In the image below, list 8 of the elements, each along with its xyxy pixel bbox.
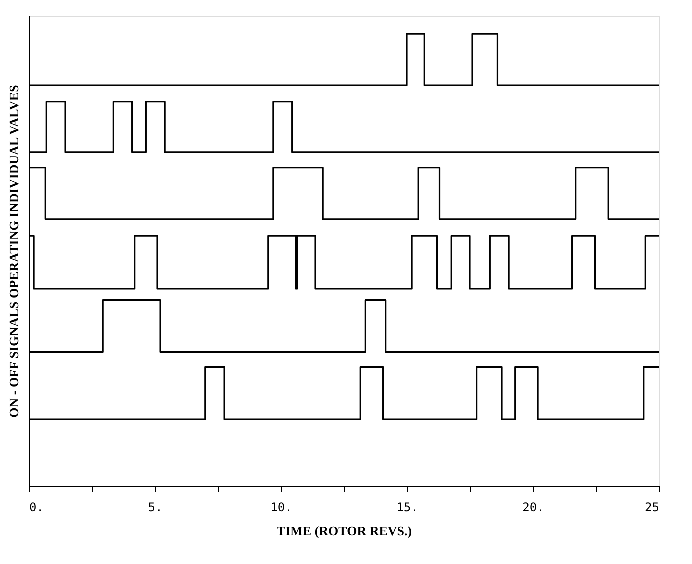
x-axis-title: TIME (ROTOR REVS.) [276,524,412,538]
x-tick-label: 10. [270,500,292,514]
x-tick-label: 5. [148,500,163,514]
x-tick-label: 15. [396,500,418,514]
x-tick-label: 25 [645,500,660,514]
x-tick-label: 20. [522,500,544,514]
x-tick-label: 0. [30,500,44,514]
y-axis-title: ON - OFF SIGNALS OPERATING INDIVIDUAL VALVES [6,85,22,418]
